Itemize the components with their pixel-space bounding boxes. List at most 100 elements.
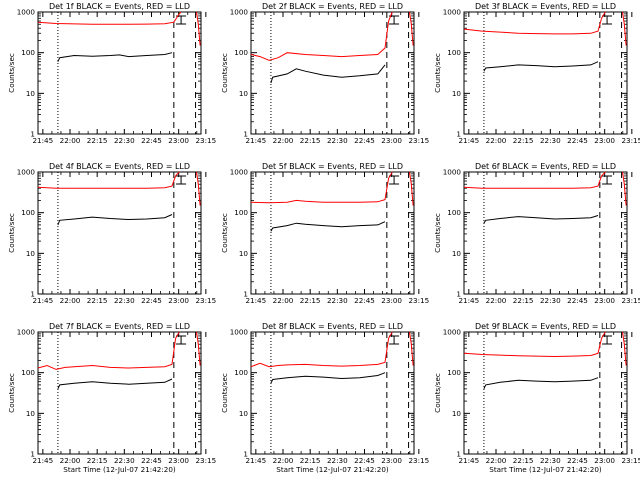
- series-lld-red: [250, 11, 393, 61]
- y-tick-label: 1000: [230, 168, 249, 177]
- x-tick-label: 23:15: [621, 296, 640, 305]
- interval-bracket: [176, 175, 187, 185]
- y-axis-label: Counts/sec: [433, 53, 442, 93]
- y-tick-label: 1: [243, 130, 248, 139]
- y-tick-label: 10: [452, 89, 462, 98]
- x-tick-label: 22:45: [567, 456, 588, 465]
- series-lld-red-tail: [196, 171, 201, 206]
- y-axis-label: Counts/sec: [7, 373, 16, 413]
- x-tick-label: 22:30: [327, 456, 348, 465]
- x-tick-label: 21:45: [32, 296, 53, 305]
- plot-frame: [37, 11, 202, 135]
- series-lld-red: [250, 331, 393, 368]
- y-axis-label: Counts/sec: [433, 213, 442, 253]
- series-events-black: [483, 61, 599, 72]
- x-tick-label: 22:45: [354, 136, 375, 145]
- y-tick-label: 10: [239, 409, 249, 418]
- series-lld-red: [37, 171, 180, 189]
- interval-bracket: [389, 335, 400, 345]
- y-tick-label: 1000: [443, 8, 462, 17]
- y-tick-label: 1: [456, 290, 461, 299]
- plot-frame: [37, 331, 202, 455]
- y-axis-label: Counts/sec: [7, 213, 16, 253]
- x-tick-label: 23:00: [168, 296, 189, 305]
- y-tick-label: 100: [447, 208, 461, 217]
- x-tick-label: 22:45: [141, 456, 162, 465]
- panel-title: Det 6f BLACK = Events, RED = LLD: [475, 162, 616, 171]
- x-tick-label: 23:15: [408, 296, 429, 305]
- x-tick-label: 23:00: [594, 456, 615, 465]
- y-tick-label: 1000: [230, 8, 249, 17]
- y-tick-label: 10: [26, 249, 36, 258]
- series-events-black: [483, 377, 599, 390]
- x-tick-label: 21:45: [245, 296, 266, 305]
- x-tick-label: 23:15: [408, 136, 429, 145]
- y-tick-label: 10: [239, 249, 249, 258]
- x-tick-label: 23:15: [621, 136, 640, 145]
- x-tick-label: 22:15: [513, 456, 534, 465]
- interval-bracket: [602, 15, 613, 25]
- plot-frame: [250, 331, 415, 455]
- x-axis-label: Start Time (12-Jul-07 21:42:20): [489, 465, 602, 474]
- y-tick-label: 100: [447, 48, 461, 57]
- x-tick-label: 22:00: [486, 456, 507, 465]
- detector-panel-7: Det 7f BLACK = Events, RED = LLD Counts/s…: [7, 322, 216, 474]
- y-axis-label: Counts/sec: [433, 373, 442, 413]
- x-tick-label: 23:00: [381, 296, 402, 305]
- y-tick-label: 100: [21, 208, 35, 217]
- plot-frame: [463, 331, 628, 455]
- y-tick-label: 1000: [443, 328, 462, 337]
- series-lld-red: [37, 331, 180, 370]
- y-tick-label: 1: [456, 130, 461, 139]
- x-tick-label: 21:45: [458, 296, 479, 305]
- x-tick-label: 22:30: [114, 456, 135, 465]
- x-tick-label: 22:15: [300, 456, 321, 465]
- series-events-black: [270, 372, 386, 384]
- y-axis-label: Counts/sec: [220, 213, 229, 253]
- interval-bracket: [602, 335, 613, 345]
- x-tick-label: 22:15: [87, 296, 108, 305]
- x-tick-label: 23:15: [408, 456, 429, 465]
- x-tick-label: 22:00: [273, 456, 294, 465]
- series-events-black: [270, 221, 386, 232]
- interval-bracket: [602, 175, 613, 185]
- x-tick-label: 22:45: [354, 456, 375, 465]
- y-tick-label: 10: [239, 89, 249, 98]
- detector-panel-5: Det 5f BLACK = Events, RED = LLD Counts/s…: [220, 162, 429, 305]
- series-events-black: [57, 52, 173, 62]
- x-tick-label: 21:45: [245, 456, 266, 465]
- x-tick-label: 22:15: [513, 136, 534, 145]
- x-tick-label: 22:45: [354, 296, 375, 305]
- y-tick-label: 100: [21, 48, 35, 57]
- detector-panel-3: Det 3f BLACK = Events, RED = LLD Counts/s…: [433, 2, 640, 145]
- y-tick-label: 100: [234, 208, 248, 217]
- y-tick-label: 10: [452, 409, 462, 418]
- x-tick-label: 23:00: [594, 136, 615, 145]
- x-tick-label: 22:45: [567, 296, 588, 305]
- detector-panel-4: Det 4f BLACK = Events, RED = LLD Counts/s…: [7, 162, 216, 305]
- x-tick-label: 22:45: [141, 136, 162, 145]
- series-lld-red-tail: [409, 11, 414, 46]
- x-tick-label: 23:00: [381, 136, 402, 145]
- x-tick-label: 21:45: [32, 456, 53, 465]
- panel-title: Det 4f BLACK = Events, RED = LLD: [49, 162, 190, 171]
- x-tick-label: 21:45: [458, 456, 479, 465]
- x-tick-label: 22:30: [327, 296, 348, 305]
- x-tick-label: 22:15: [87, 456, 108, 465]
- y-tick-label: 100: [21, 368, 35, 377]
- detector-panel-1: Det 1f BLACK = Events, RED = LLD Counts/s…: [7, 2, 216, 145]
- x-tick-label: 21:45: [458, 136, 479, 145]
- x-tick-label: 22:00: [60, 296, 81, 305]
- x-tick-label: 22:15: [513, 296, 534, 305]
- x-tick-label: 23:15: [621, 456, 640, 465]
- series-lld-red-tail: [409, 171, 414, 206]
- x-tick-label: 22:30: [540, 136, 561, 145]
- y-tick-label: 1000: [443, 168, 462, 177]
- y-tick-label: 1000: [230, 328, 249, 337]
- x-tick-label: 21:45: [245, 136, 266, 145]
- series-lld-red-tail: [196, 11, 201, 46]
- series-lld-red-tail: [622, 11, 627, 46]
- x-tick-label: 22:00: [273, 136, 294, 145]
- series-lld-red-tail: [622, 331, 627, 366]
- x-tick-label: 22:30: [114, 296, 135, 305]
